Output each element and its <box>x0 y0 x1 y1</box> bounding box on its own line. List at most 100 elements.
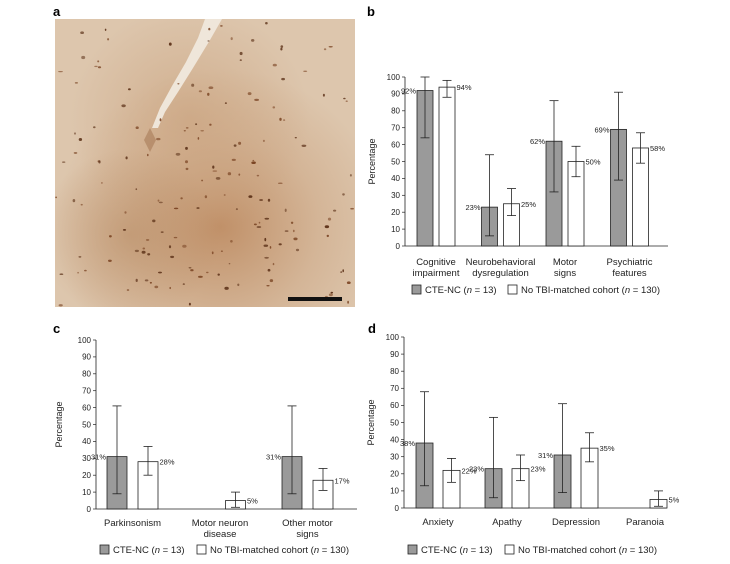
stained-cell <box>185 127 189 129</box>
stained-cell <box>78 256 82 258</box>
stained-cell <box>190 269 194 272</box>
y-tick-label: 20 <box>82 471 91 480</box>
panel-letter-b: b <box>367 4 375 19</box>
y-tick-label: 70 <box>391 124 400 133</box>
category-label: Depression <box>552 517 600 528</box>
stained-cell <box>180 197 183 200</box>
stained-cell <box>104 28 107 31</box>
stained-cell <box>196 207 200 209</box>
stained-cell <box>233 144 237 147</box>
stained-cell <box>154 285 159 289</box>
stained-cell <box>228 263 231 265</box>
legend-swatch-cte-nc <box>407 544 418 555</box>
category-label: Psychiatric <box>607 257 653 268</box>
data-label: 94% <box>457 83 472 92</box>
stained-cell <box>122 229 127 231</box>
stained-cell <box>97 60 100 63</box>
y-tick-label: 40 <box>390 435 399 444</box>
stained-cell <box>272 106 276 109</box>
stained-cell <box>125 156 128 160</box>
stained-cell <box>144 279 149 282</box>
legend-swatch-no-tbi <box>196 544 207 555</box>
stained-cell <box>173 236 178 239</box>
category-label: signs <box>296 529 318 540</box>
category-label: Paranoia <box>626 517 665 528</box>
stained-cell <box>211 251 214 255</box>
stained-cell <box>81 55 86 60</box>
y-tick-label: 100 <box>387 73 401 82</box>
stained-cell <box>212 170 218 172</box>
stained-cell <box>212 165 215 169</box>
stained-cell <box>350 207 354 210</box>
stained-cell <box>198 90 202 93</box>
stained-cell <box>78 138 83 141</box>
category-label: Apathy <box>492 517 522 528</box>
legend-label-no-tbi: No TBI-matched cohort (n = 130) <box>518 545 657 556</box>
y-tick-label: 100 <box>386 333 400 342</box>
stained-cell <box>72 199 76 203</box>
stained-cell <box>168 42 172 46</box>
data-label: 23% <box>465 203 480 212</box>
data-label: 23% <box>469 465 484 474</box>
stained-cell <box>101 182 103 184</box>
category-label: impairment <box>413 268 460 279</box>
stained-cell <box>127 88 131 91</box>
stained-cell <box>327 217 332 221</box>
stained-cell <box>197 137 200 140</box>
stained-cell <box>147 153 149 157</box>
stained-cell <box>295 248 300 252</box>
y-tick-label: 10 <box>391 225 400 234</box>
category-label: Motor <box>553 257 577 268</box>
stained-cell <box>256 226 262 228</box>
data-label: 31% <box>266 453 281 462</box>
y-tick-label: 60 <box>390 401 399 410</box>
stained-cell <box>345 100 348 102</box>
legend-label-cte-nc: CTE-NC (n = 13) <box>421 545 493 556</box>
stained-cell <box>80 203 83 206</box>
stained-cell <box>269 279 274 283</box>
y-tick-label: 30 <box>82 454 91 463</box>
stained-cell <box>263 244 269 247</box>
micrograph-staining-region-lower <box>55 19 355 307</box>
y-tick-label: 10 <box>390 487 399 496</box>
stained-cell <box>301 144 307 147</box>
stained-cell <box>84 269 87 272</box>
stained-cell <box>230 240 233 243</box>
bar-no-tbi <box>438 86 456 247</box>
stained-cell <box>220 250 223 252</box>
data-label: 58% <box>650 144 665 153</box>
stained-cell <box>74 132 76 135</box>
y-tick-label: 80 <box>82 370 91 379</box>
panel-a-micrograph: a <box>53 4 355 307</box>
y-tick-label: 60 <box>391 140 400 149</box>
stained-cell <box>281 77 285 81</box>
data-label: 31% <box>538 451 553 460</box>
data-label: 5% <box>247 497 258 506</box>
stained-cell <box>223 194 226 196</box>
y-tick-label: 90 <box>390 350 399 359</box>
stained-cell <box>97 66 102 69</box>
chart-c: c 0 10 20 30 40 50 60 70 80 90 100 Percentage 31% 28% P… <box>53 321 357 556</box>
y-tick-label: 30 <box>390 453 399 462</box>
stained-cell <box>74 82 78 84</box>
stained-cell <box>340 271 343 273</box>
stained-cell <box>253 223 257 226</box>
stained-cell <box>272 262 275 266</box>
scale-bar <box>288 297 342 301</box>
stained-cell <box>59 273 64 276</box>
data-label: 69% <box>594 125 609 134</box>
y-tick-label: 20 <box>391 208 400 217</box>
legend-swatch-no-tbi <box>507 284 518 295</box>
stained-cell <box>109 235 112 238</box>
stained-cell <box>343 97 346 100</box>
stained-cell <box>182 244 187 248</box>
y-tick-label: 80 <box>391 107 400 116</box>
stained-cell <box>238 173 241 176</box>
stained-cell <box>230 37 233 41</box>
category-label: features <box>612 268 647 279</box>
stained-cell <box>124 211 127 214</box>
stained-cell <box>135 188 138 191</box>
stained-cell <box>108 259 112 262</box>
stained-cell <box>152 219 156 223</box>
